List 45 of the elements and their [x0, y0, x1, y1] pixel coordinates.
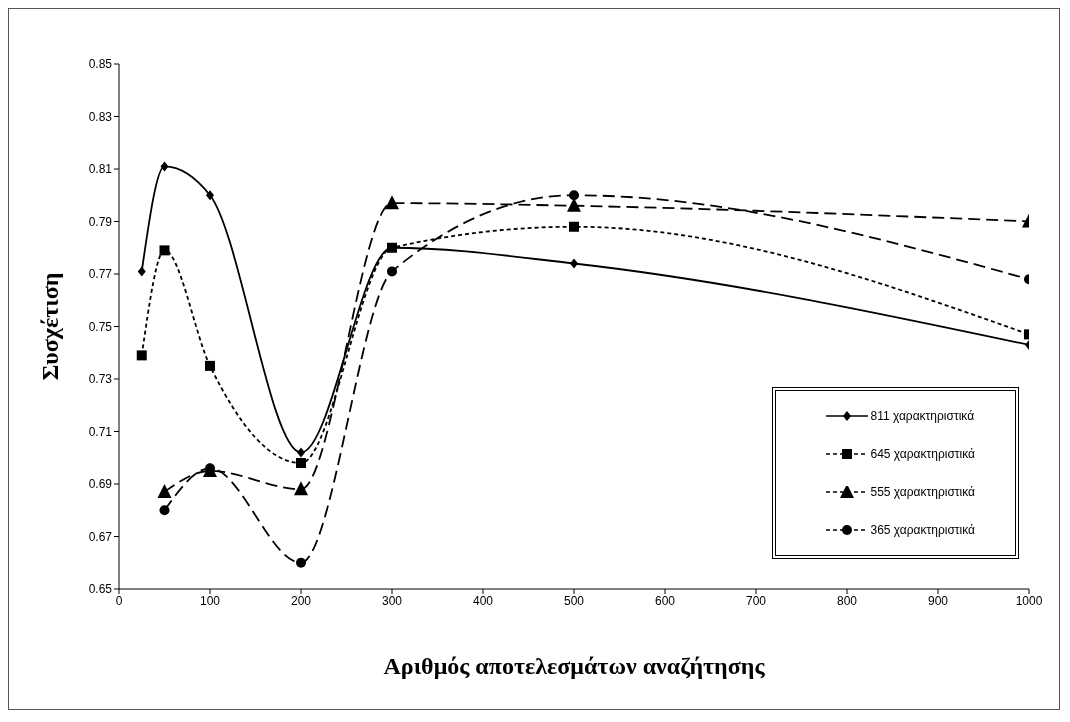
x-tick-label: 500 — [563, 593, 585, 608]
point — [206, 190, 214, 201]
x-tick-label: 600 — [654, 593, 676, 608]
y-tick-label: 0.67 — [88, 529, 113, 544]
x-tick-label: 800 — [836, 593, 858, 608]
y-tick-label: 0.71 — [88, 424, 113, 439]
y-tick-label: 0.75 — [88, 319, 113, 334]
y-tick-label: 0.79 — [88, 214, 113, 229]
point — [137, 266, 146, 277]
point — [569, 190, 579, 201]
y-tick-label: 0.73 — [88, 372, 113, 387]
point — [160, 161, 169, 172]
y-tick-label: 0.77 — [88, 267, 113, 282]
x-tick-label: 100 — [199, 593, 221, 608]
y-tick-label: 0.65 — [88, 582, 113, 597]
point — [297, 447, 305, 458]
point — [570, 258, 578, 269]
point — [385, 195, 399, 210]
y-axis-title: Συσχέτιση — [36, 272, 63, 381]
point — [157, 483, 172, 498]
point — [136, 350, 147, 361]
point — [159, 505, 170, 516]
point — [569, 221, 579, 232]
y-tick-label: 0.81 — [88, 162, 113, 177]
y-tick-label: 0.69 — [88, 477, 113, 492]
legend-label: 645 χαρακτηριστικά — [870, 447, 975, 461]
x-tick-label: 0 — [115, 593, 123, 608]
x-tick-label: 200 — [290, 593, 312, 608]
y-tick-label: 0.83 — [88, 109, 113, 124]
x-axis-title: Αριθμός αποτελεσμάτων αναζήτησης — [383, 653, 766, 679]
x-tick-label: 700 — [745, 593, 767, 608]
point — [296, 458, 306, 468]
point — [294, 481, 308, 496]
x-tick-label: 300 — [381, 593, 403, 608]
legend-label: 811 χαρακτηριστικά — [870, 409, 975, 423]
point — [387, 266, 397, 277]
point — [159, 245, 170, 256]
legend-label: 555 χαρακτηριστικά — [870, 485, 975, 499]
point — [205, 360, 215, 371]
y-tick-label: 0.85 — [88, 57, 113, 72]
point — [296, 557, 306, 568]
x-tick-label: 1000 — [1015, 593, 1043, 608]
legend-label: 365 χαρακτηριστικά — [870, 523, 975, 537]
x-tick-label: 400 — [472, 593, 494, 608]
x-tick-label: 900 — [927, 593, 949, 608]
